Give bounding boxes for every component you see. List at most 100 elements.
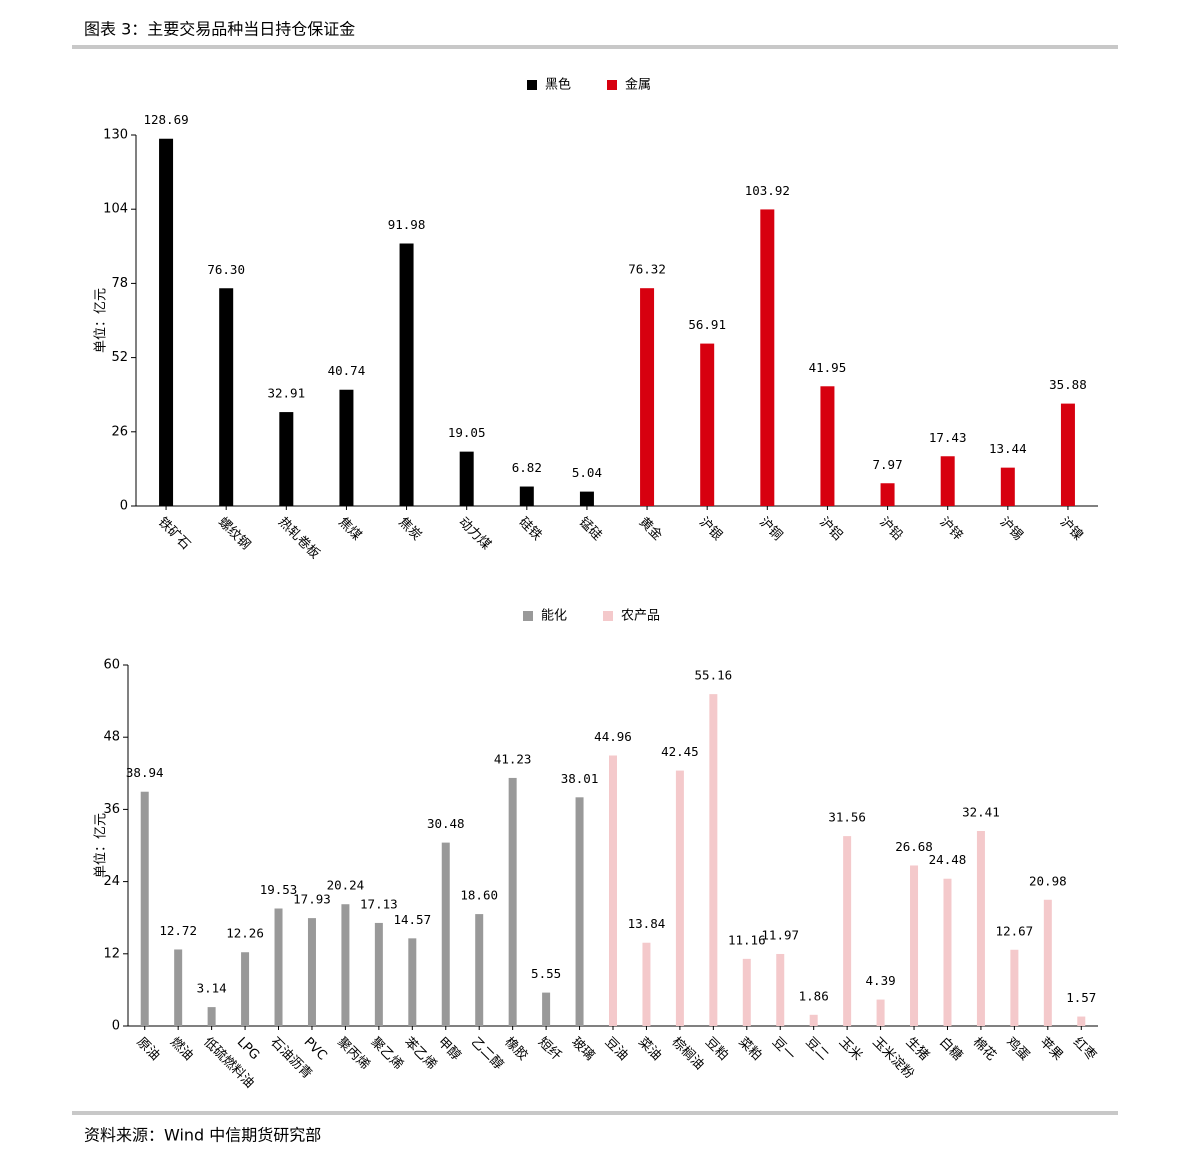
data-label: 55.16 <box>695 668 733 683</box>
y-tick-label: 12 <box>103 946 120 961</box>
bar <box>820 386 835 506</box>
bar <box>976 830 985 1026</box>
legend-swatch <box>607 80 617 90</box>
x-tick-label: 菜油 <box>635 1035 664 1064</box>
data-label: 32.41 <box>962 804 1000 819</box>
bar <box>508 777 517 1026</box>
y-tick-label: 0 <box>120 499 128 514</box>
bar <box>339 389 354 506</box>
bar <box>742 958 751 1026</box>
x-tick-label: 玉米 <box>836 1035 865 1064</box>
data-label: 41.95 <box>809 360 847 375</box>
data-label: 12.26 <box>226 926 264 941</box>
x-tick-label: 豆二 <box>802 1035 831 1064</box>
x-tick-label: 硅铁 <box>516 515 545 544</box>
bar <box>640 288 655 506</box>
legend-label: 农产品 <box>621 609 660 624</box>
x-tick-label: 铁矿石 <box>155 515 193 553</box>
data-label: 76.30 <box>207 262 245 277</box>
x-tick-label: 沪铅 <box>876 514 906 544</box>
data-label: 19.05 <box>448 425 486 440</box>
data-label: 17.93 <box>293 892 331 907</box>
data-label: 40.74 <box>328 363 366 378</box>
data-label: 12.67 <box>996 923 1034 938</box>
bar <box>174 949 183 1026</box>
data-label: 26.68 <box>895 839 933 854</box>
data-label: 76.32 <box>628 262 666 277</box>
data-label: 19.53 <box>260 882 298 897</box>
data-label: 4.39 <box>866 973 896 988</box>
data-label: 6.82 <box>512 460 542 475</box>
x-tick-label: PVC <box>301 1035 330 1064</box>
bar <box>700 343 715 506</box>
x-tick-label: 黄金 <box>636 514 666 544</box>
bar <box>1060 403 1075 506</box>
data-label: 56.91 <box>688 317 726 332</box>
data-label: 18.60 <box>460 888 498 903</box>
bar <box>374 922 383 1026</box>
x-tick-label: 热轧卷板 <box>275 514 323 562</box>
bar <box>519 486 534 506</box>
bar <box>1043 899 1052 1026</box>
bar <box>809 1014 818 1026</box>
bar <box>159 138 174 507</box>
data-label: 5.04 <box>572 465 602 480</box>
data-label: 103.92 <box>745 183 790 198</box>
x-tick-label: 沪银 <box>696 514 726 544</box>
y-tick-label: 60 <box>103 658 120 673</box>
data-label: 3.14 <box>197 981 227 996</box>
x-tick-label: 苯乙烯 <box>401 1035 439 1073</box>
bar <box>542 992 551 1026</box>
data-label: 44.96 <box>594 729 632 744</box>
bar <box>1077 1016 1086 1026</box>
x-tick-label: 生猪 <box>903 1035 932 1064</box>
legend-swatch <box>523 611 533 621</box>
x-tick-label: 甲醇 <box>434 1034 464 1064</box>
y-tick-label: 24 <box>103 874 120 889</box>
data-label: 13.44 <box>989 441 1027 456</box>
x-tick-label: 短纤 <box>535 1035 564 1064</box>
data-label: 5.55 <box>531 966 561 981</box>
bar <box>475 914 484 1026</box>
y-tick-label: 104 <box>103 202 128 217</box>
x-tick-label: 锰硅 <box>576 515 605 544</box>
data-label: 24.48 <box>929 852 967 867</box>
y-tick-label: 0 <box>112 1019 120 1034</box>
x-tick-label: 棕榈油 <box>669 1035 707 1073</box>
bar <box>675 770 684 1026</box>
y-tick-label: 78 <box>111 276 128 291</box>
data-label: 11.97 <box>761 927 799 942</box>
data-label: 7.97 <box>873 457 903 472</box>
x-tick-label: 聚乙烯 <box>368 1035 406 1073</box>
x-tick-label: 乙二醇 <box>468 1034 507 1073</box>
y-tick-label: 26 <box>111 424 128 439</box>
bar <box>776 953 785 1026</box>
source: 资料来源：Wind 中信期货研究部 <box>84 1126 321 1145</box>
bar <box>1000 467 1015 506</box>
x-tick-label: 聚丙烯 <box>334 1035 372 1073</box>
bar <box>609 755 617 1026</box>
bar <box>575 797 584 1026</box>
bar <box>219 288 234 506</box>
data-label: 1.86 <box>799 988 829 1003</box>
x-tick-label: 焦炭 <box>395 515 424 544</box>
bar <box>579 491 594 506</box>
bar <box>279 412 294 506</box>
bar <box>760 209 775 506</box>
legend-swatch <box>603 611 613 621</box>
legend-swatch <box>527 80 537 90</box>
data-label: 17.13 <box>360 896 398 911</box>
data-label: 38.01 <box>561 771 599 786</box>
bar <box>408 938 417 1026</box>
x-tick-label: LPG <box>234 1035 262 1063</box>
y-axis-label: 单位：亿元 <box>94 813 109 878</box>
data-label: 31.56 <box>828 810 866 825</box>
bar <box>341 904 350 1026</box>
bar <box>140 791 149 1026</box>
footer-rule <box>72 1111 1118 1115</box>
header-rule <box>72 45 1118 49</box>
legend-label: 黑色 <box>545 77 571 93</box>
x-tick-label: 沪锡 <box>997 514 1027 544</box>
bar <box>307 918 316 1026</box>
